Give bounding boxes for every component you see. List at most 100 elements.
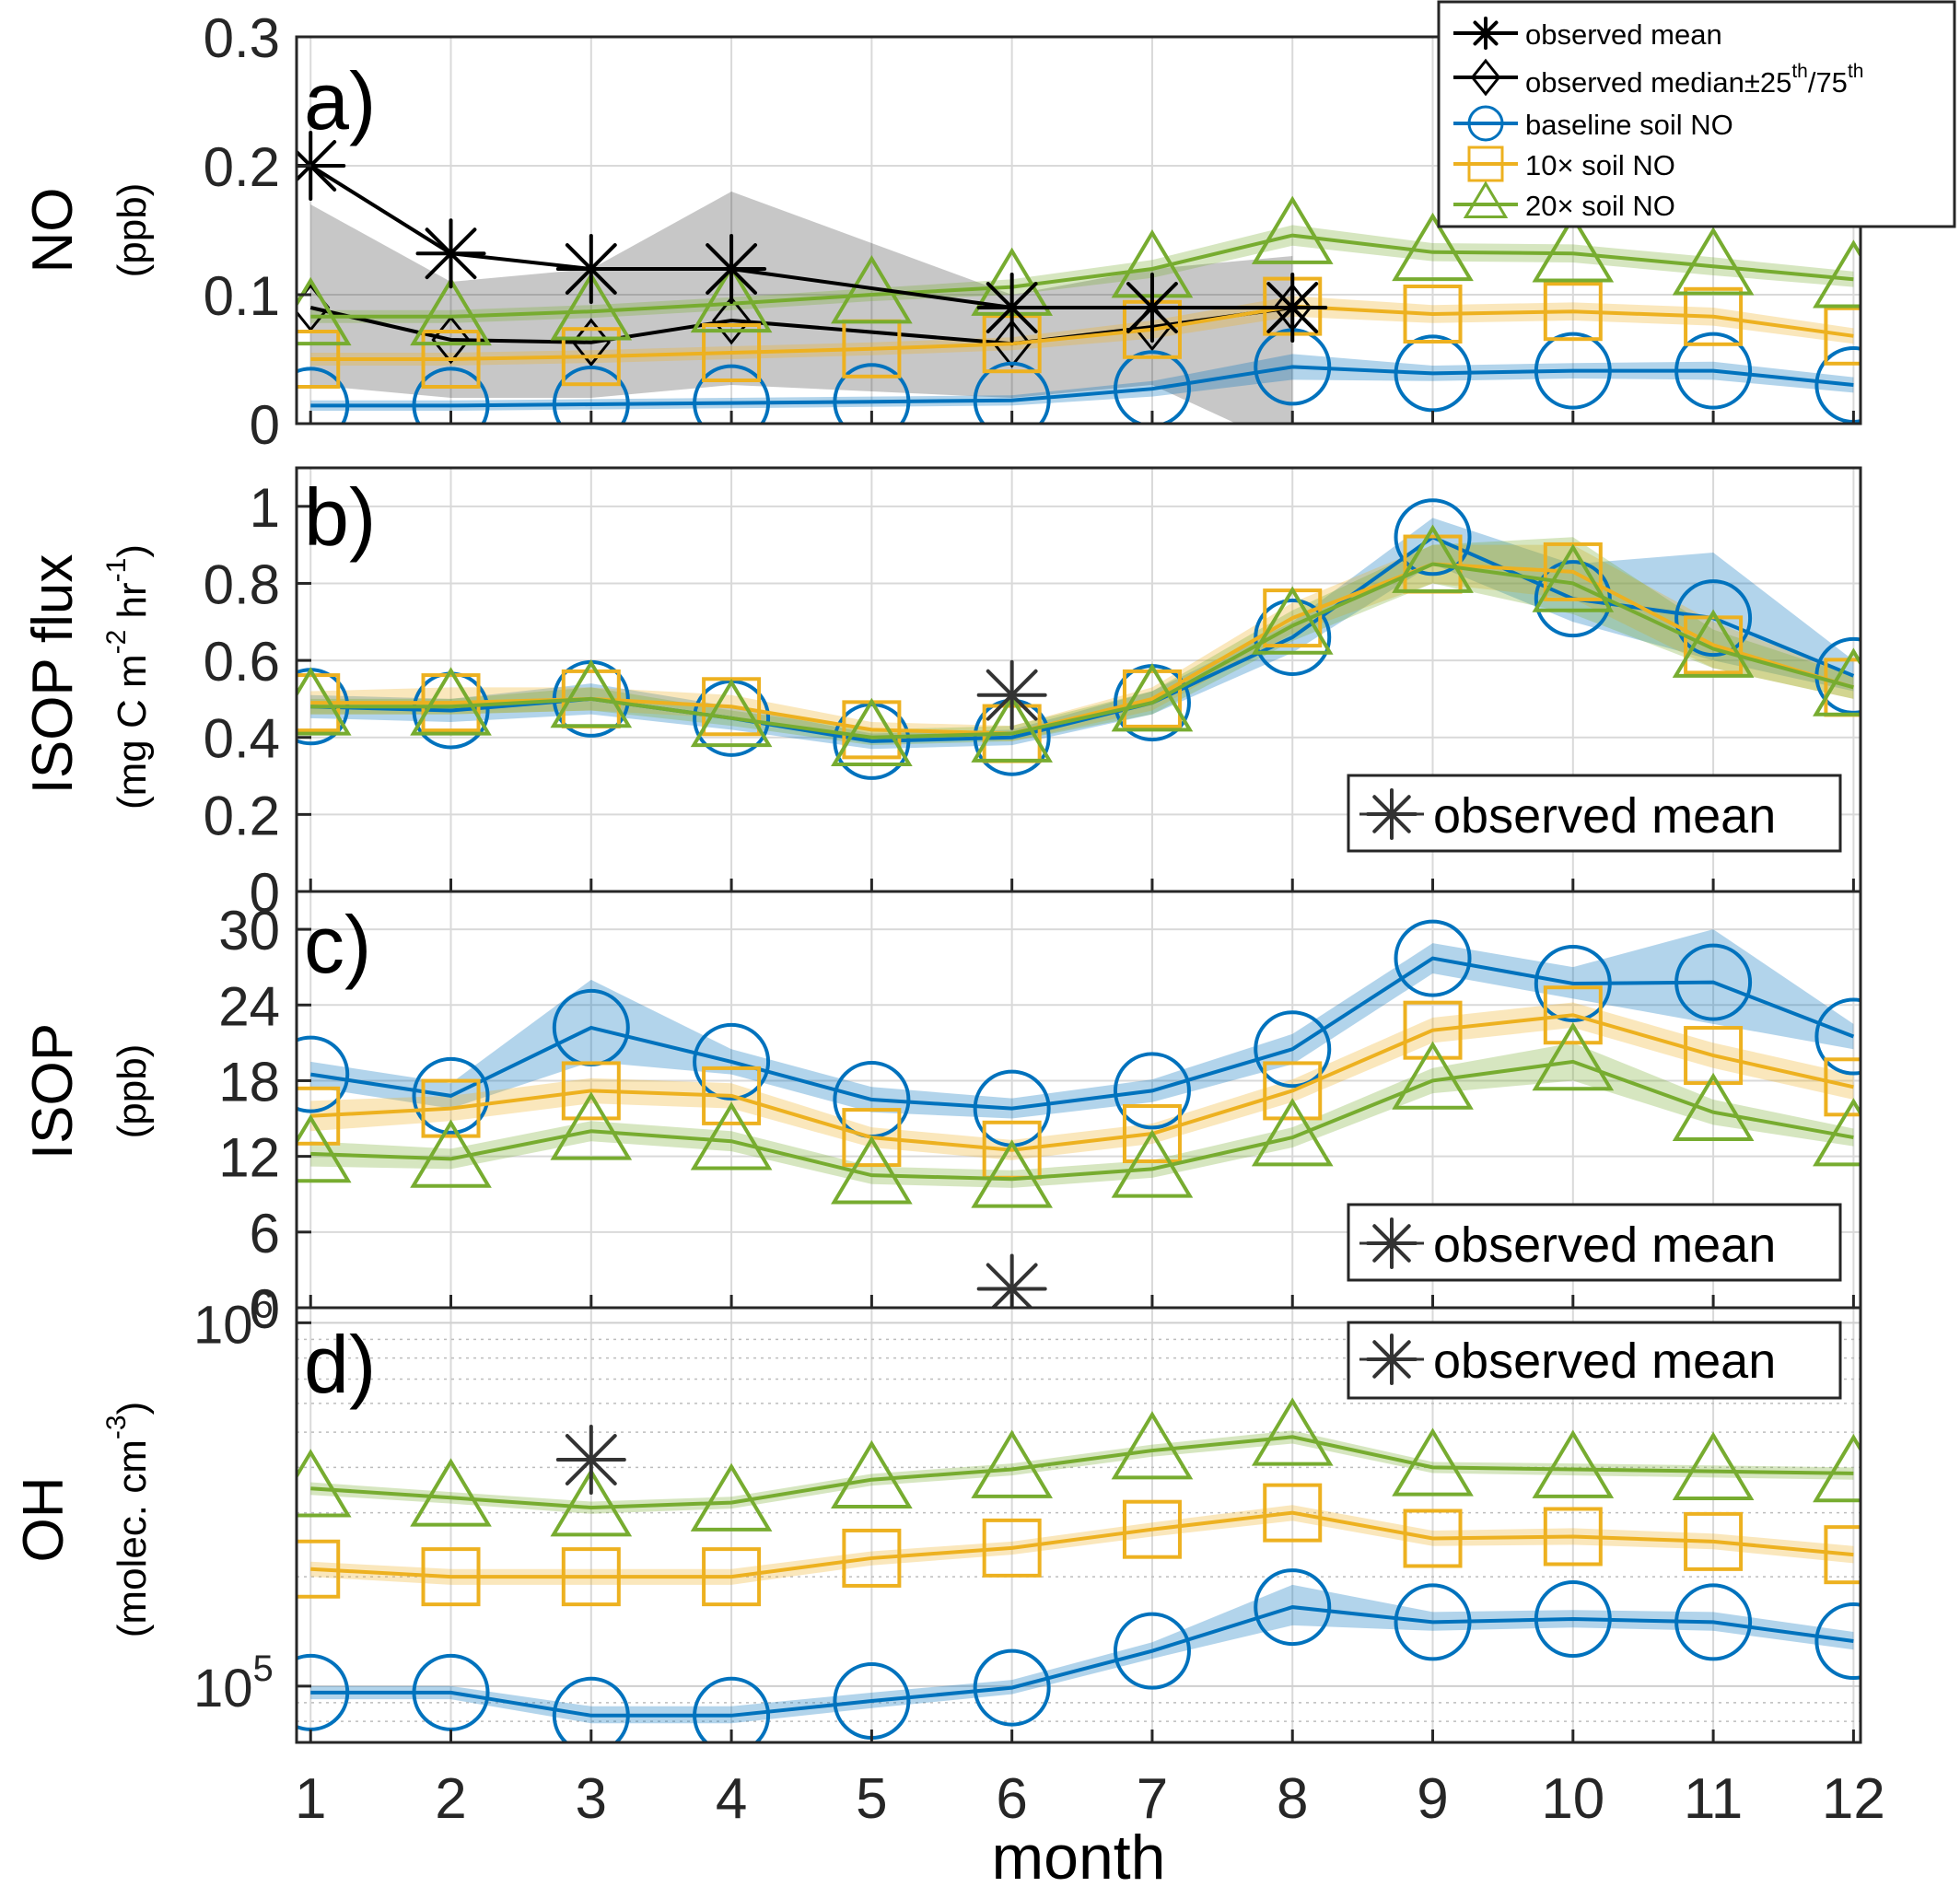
data-point (1394, 498, 1472, 577)
panel-b-plot-area (297, 498, 1861, 780)
data-point (1254, 1568, 1332, 1647)
observed-mean-point (555, 234, 626, 304)
y-tick-label: 0.8 (204, 553, 280, 615)
legend-entry-baseline-soil-no: baseline soil NO (1453, 105, 1733, 142)
y-tick-label: 105 (193, 1648, 274, 1718)
data-point (1534, 944, 1612, 1022)
series-band (310, 225, 1854, 323)
legend-marker-shape (1366, 1334, 1418, 1385)
legend-label-baseline: baseline soil NO (1525, 109, 1733, 141)
legend-label-observed-mean: observed mean (1433, 1334, 1776, 1389)
data-point (973, 361, 1051, 424)
panel-a-ylabel: NO (21, 188, 85, 274)
panel-d-axes-frame (295, 1306, 1862, 1744)
panel-d-plot-area (297, 1397, 1861, 1742)
data-point (1392, 524, 1474, 593)
data-point (1814, 997, 1861, 1076)
panel-b-ylabel: ISOP flux (21, 554, 85, 795)
data-point (421, 1078, 481, 1138)
data-point (1824, 1057, 1861, 1117)
legend-entry-20x-soil-no: 20× soil NO (1453, 181, 1675, 222)
panel-d-legend: observed mean (1347, 1321, 1842, 1400)
panel-a-axes-frame (295, 35, 1862, 425)
data-point (1122, 669, 1182, 728)
data-point (297, 1035, 350, 1113)
y-tick-label: 0.2 (204, 785, 280, 846)
data-point (1392, 212, 1474, 282)
observed-median-point (571, 318, 611, 367)
data-point (1672, 1072, 1755, 1142)
panel-c-label: c) (304, 899, 371, 990)
observed-mean-point (1116, 273, 1187, 343)
data-point (1111, 663, 1194, 732)
data-point (1394, 334, 1472, 413)
data-point (690, 263, 773, 333)
series-band (310, 1505, 1854, 1585)
data-point (1543, 1507, 1603, 1567)
panel-c-ylabel: ISOP (21, 1023, 85, 1159)
y-tick-label: 12 (218, 1127, 280, 1189)
data-point (1251, 586, 1334, 655)
data-point (297, 1653, 350, 1731)
data-point (1813, 647, 1861, 716)
data-point (971, 1139, 1053, 1208)
y-tick-label: 0.6 (204, 631, 280, 693)
x-tick-label: 5 (856, 1767, 887, 1831)
data-point (1824, 306, 1861, 366)
x-tick-label: 12 (1822, 1767, 1885, 1831)
data-point (1814, 1602, 1861, 1681)
data-point (1111, 1129, 1194, 1198)
series-band (310, 1430, 1854, 1514)
y-tick-label: 1 (250, 477, 280, 539)
legend-label-20x: 20× soil NO (1525, 190, 1675, 222)
data-point (702, 323, 762, 382)
x-ticks: 1 2 3 4 5 6 7 8 9 10 11 12 (295, 1767, 1885, 1831)
data-point (1113, 350, 1191, 424)
data-point (412, 367, 490, 424)
observed-mean-point (976, 659, 1047, 730)
y-tick-label: 30 (218, 900, 280, 961)
data-point (1254, 1010, 1332, 1089)
data-point (421, 330, 481, 389)
data-point (297, 1449, 352, 1518)
asterisk-icon (1366, 788, 1418, 840)
x-tick-label: 4 (716, 1767, 747, 1831)
panel-a-legend: observed mean observed median±25th/75th … (1437, 0, 1956, 228)
y-tick-label: 0.2 (204, 136, 280, 198)
data-point (693, 1022, 771, 1101)
y-tick-label: 106 (193, 1285, 274, 1355)
panel-d-ylabel: OH (12, 1477, 76, 1563)
legend-entry-10x-soil-no: 10× soil NO (1453, 146, 1675, 182)
data-point (1251, 1397, 1334, 1466)
data-point (550, 1091, 633, 1160)
data-point (690, 1101, 773, 1171)
series-band (310, 1584, 1854, 1724)
asterisk-icon (1366, 1217, 1418, 1269)
data-point (1263, 1483, 1323, 1543)
legend-marker-shape (1470, 58, 1501, 97)
circle-icon (1467, 105, 1504, 142)
legend-box (1347, 774, 1842, 853)
legend-marker-shape (1469, 17, 1502, 50)
data-point (412, 1653, 490, 1731)
data-point (1674, 579, 1753, 658)
x-tick-label: 7 (1137, 1767, 1168, 1831)
panel-a-yunit: (ppb) (110, 183, 155, 278)
data-point (702, 1066, 762, 1125)
legend-box (1347, 1203, 1842, 1282)
data-point (297, 1086, 341, 1146)
data-point (1532, 543, 1615, 612)
legend-box (1347, 1321, 1842, 1400)
data-point (1684, 1026, 1744, 1086)
panel-d-y-ticks: 105 106 (193, 1285, 1855, 1742)
legend-entry-observed-median: observed median±25th/75th (1453, 58, 1863, 99)
data-point (831, 1136, 913, 1205)
panel-b-label: b) (304, 472, 376, 563)
asterisk-icon (1469, 17, 1502, 50)
data-point (297, 330, 341, 389)
observed-mean-point (976, 273, 1047, 343)
square-icon (1467, 146, 1504, 182)
panel-a-label: a) (304, 55, 376, 146)
x-tick-label: 11 (1684, 1767, 1743, 1831)
